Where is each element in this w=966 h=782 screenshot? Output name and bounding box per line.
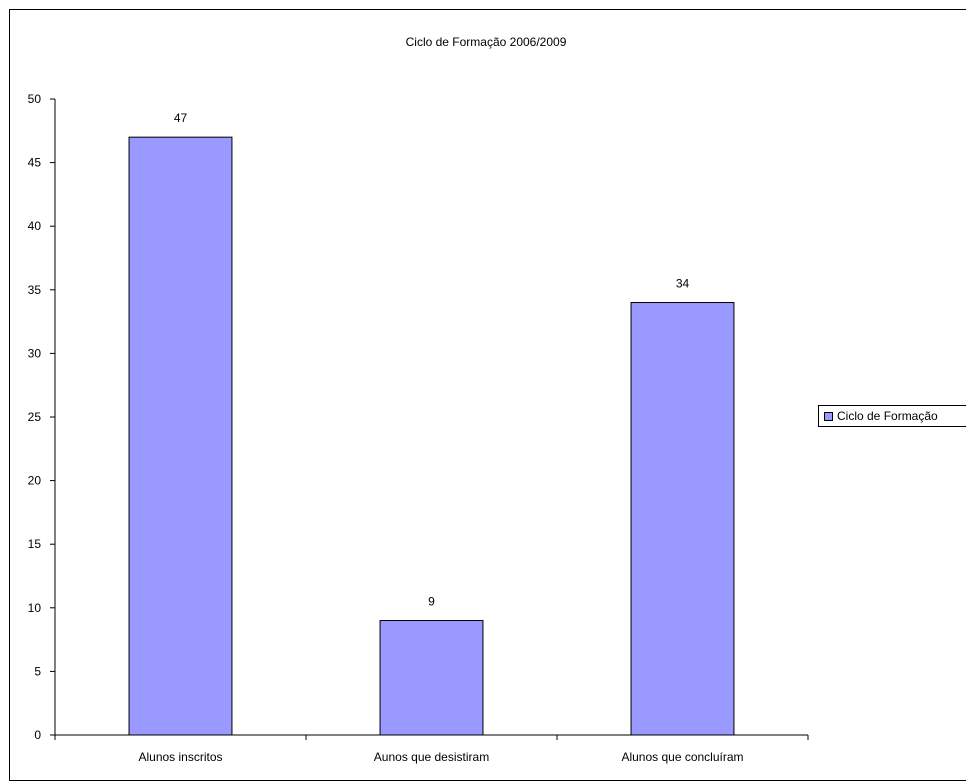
y-tick-label: 0 xyxy=(34,728,41,742)
bar xyxy=(128,136,233,736)
bars: 47 9 34 xyxy=(128,111,735,736)
y-tick-label: 30 xyxy=(28,346,42,360)
data-label: 47 xyxy=(174,111,188,125)
data-label: 9 xyxy=(428,595,435,609)
legend-swatch xyxy=(824,411,833,421)
y-tick-label: 35 xyxy=(28,283,42,297)
y-tick-label: 5 xyxy=(34,664,41,678)
y-tick-label: 40 xyxy=(28,219,42,233)
x-tick-label: Alunos que concluíram xyxy=(621,750,743,764)
x-axis: Alunos inscritos Aunos que desistiram Alun… xyxy=(54,734,809,764)
data-label: 34 xyxy=(676,277,690,291)
bar xyxy=(379,620,484,736)
bar xyxy=(630,302,735,736)
legend-label: Ciclo de Formação xyxy=(837,409,938,423)
x-tick-label: Aunos que desistiram xyxy=(374,750,489,764)
chart-title: Ciclo de Formação 2006/2009 xyxy=(406,35,567,49)
y-tick-label: 50 xyxy=(28,92,42,106)
y-axis: 0 5 10 15 20 25 30 35 40 45 50 xyxy=(28,92,56,742)
y-tick-label: 20 xyxy=(28,474,42,488)
legend: Ciclo de Formação xyxy=(818,405,966,427)
y-tick-label: 45 xyxy=(28,156,42,170)
x-tick-label: Alunos inscritos xyxy=(138,750,222,764)
y-tick-label: 25 xyxy=(28,410,42,424)
y-tick-label: 15 xyxy=(28,537,42,551)
y-tick-label: 10 xyxy=(28,601,42,615)
